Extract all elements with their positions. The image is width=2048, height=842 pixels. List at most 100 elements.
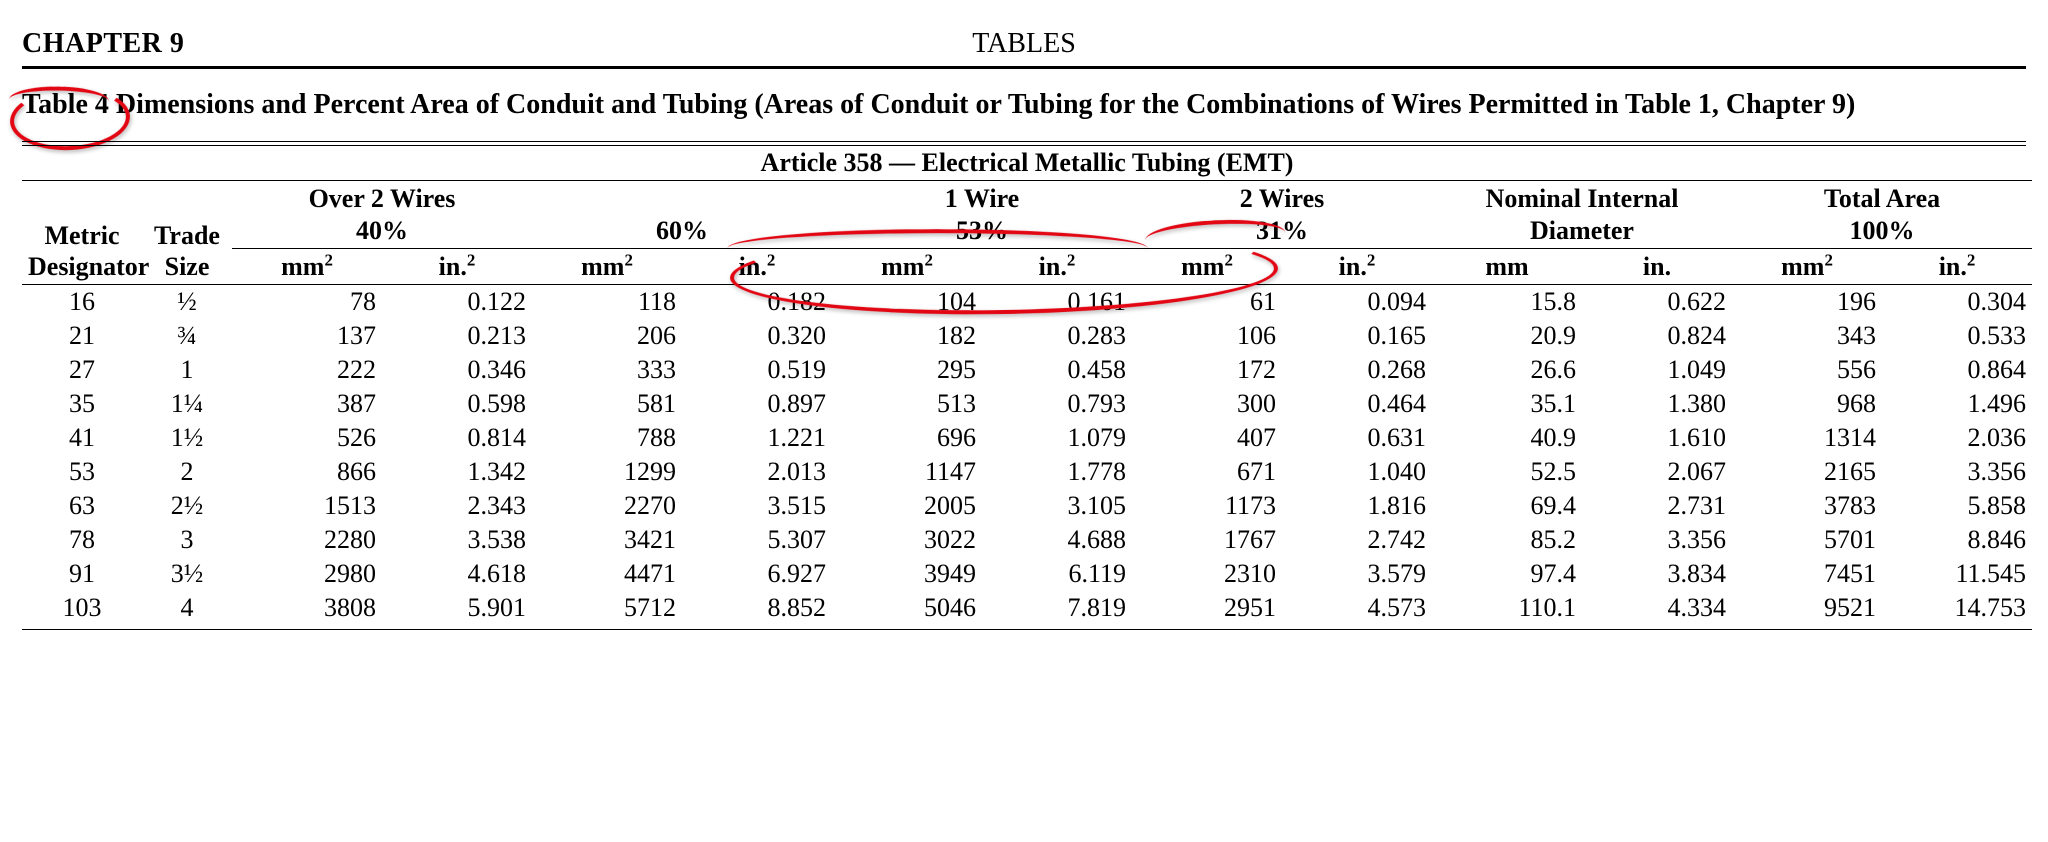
- cell-value: 2.343: [382, 489, 532, 523]
- cell-value: 3.538: [382, 523, 532, 557]
- cell-value: 3.515: [682, 489, 832, 523]
- cell-metric: 103: [22, 591, 142, 630]
- cell-value: 581: [532, 387, 682, 421]
- cell-value: 35.1: [1432, 387, 1582, 421]
- cell-value: 0.814: [382, 421, 532, 455]
- cell-trade: 1¼: [142, 387, 232, 421]
- cell-value: 15.8: [1432, 285, 1582, 320]
- cell-trade: 2½: [142, 489, 232, 523]
- cell-value: 968: [1732, 387, 1882, 421]
- cell-value: 0.864: [1882, 353, 2032, 387]
- cell-value: 137: [232, 319, 382, 353]
- cell-value: 5701: [1732, 523, 1882, 557]
- cell-value: 0.182: [682, 285, 832, 320]
- cell-value: 2.742: [1282, 523, 1432, 557]
- page: CHAPTER 9 TABLES Table 4 Dimensions and …: [0, 0, 2048, 654]
- col-group-3-t1: 2 Wires: [1240, 184, 1325, 213]
- unit-5-in: in.2: [1882, 248, 2032, 285]
- cell-value: 3.834: [1582, 557, 1732, 591]
- col-group-2-t1: 1 Wire: [945, 184, 1019, 213]
- cell-value: 3808: [232, 591, 382, 630]
- cell-value: 0.213: [382, 319, 532, 353]
- cell-value: 3.105: [982, 489, 1132, 523]
- cell-value: 1.380: [1582, 387, 1732, 421]
- col-metric-header: Metric Designator: [22, 181, 142, 285]
- table-body: 16½780.1221180.1821040.161610.09415.80.6…: [22, 285, 2032, 630]
- cell-trade: 1: [142, 353, 232, 387]
- cell-value: 0.464: [1282, 387, 1432, 421]
- cell-value: 5.858: [1882, 489, 2032, 523]
- cell-value: 2270: [532, 489, 682, 523]
- cell-value: 222: [232, 353, 382, 387]
- cell-value: 671: [1132, 455, 1282, 489]
- cell-value: 513: [832, 387, 982, 421]
- cell-value: 0.165: [1282, 319, 1432, 353]
- cell-value: 1.049: [1582, 353, 1732, 387]
- cell-trade: 3: [142, 523, 232, 557]
- col-group-2: 1 Wire 53%: [832, 181, 1132, 248]
- cell-value: 4.618: [382, 557, 532, 591]
- cell-metric: 53: [22, 455, 142, 489]
- table-row: 411½5260.8147881.2216961.0794070.63140.9…: [22, 421, 2032, 455]
- table-row: 913½29804.61844716.92739496.11923103.579…: [22, 557, 2032, 591]
- cell-metric: 78: [22, 523, 142, 557]
- cell-value: 11.545: [1882, 557, 2032, 591]
- col-trade-header: Trade Size: [142, 181, 232, 285]
- cell-value: 2980: [232, 557, 382, 591]
- col-group-1: 60%: [532, 181, 832, 248]
- unit-2-in: in.2: [982, 248, 1132, 285]
- cell-trade: ½: [142, 285, 232, 320]
- cell-value: 1299: [532, 455, 682, 489]
- cell-value: 5046: [832, 591, 982, 630]
- cell-value: 3.356: [1882, 455, 2032, 489]
- cell-value: 3421: [532, 523, 682, 557]
- cell-value: 3783: [1732, 489, 1882, 523]
- col-group-5-t1: Total Area: [1824, 184, 1940, 213]
- col-metric-line1: Metric: [44, 221, 119, 250]
- cell-value: 5.307: [682, 523, 832, 557]
- cell-value: 0.346: [382, 353, 532, 387]
- unit-3-mm: mm2: [1132, 248, 1282, 285]
- unit-0-mm: mm2: [232, 248, 382, 285]
- cell-value: 0.283: [982, 319, 1132, 353]
- cell-value: 1314: [1732, 421, 1882, 455]
- cell-value: 0.793: [982, 387, 1132, 421]
- col-group-5-t2: 100%: [1850, 216, 1915, 245]
- cell-value: 85.2: [1432, 523, 1582, 557]
- cell-value: 0.268: [1282, 353, 1432, 387]
- cell-value: 3.579: [1282, 557, 1432, 591]
- table-row: 78322803.53834215.30730224.68817672.7428…: [22, 523, 2032, 557]
- cell-value: 8.846: [1882, 523, 2032, 557]
- cell-value: 295: [832, 353, 982, 387]
- col-group-4: Nominal Internal Diameter: [1432, 181, 1732, 248]
- cell-value: 78: [232, 285, 382, 320]
- cell-value: 69.4: [1432, 489, 1582, 523]
- cell-metric: 27: [22, 353, 142, 387]
- cell-value: 14.753: [1882, 591, 2032, 630]
- cell-trade: 1½: [142, 421, 232, 455]
- tables-label: TABLES: [972, 28, 1076, 60]
- cell-value: 1767: [1132, 523, 1282, 557]
- cell-value: 106: [1132, 319, 1282, 353]
- cell-value: 333: [532, 353, 682, 387]
- cell-value: 196: [1732, 285, 1882, 320]
- table-row: 2712220.3463330.5192950.4581720.26826.61…: [22, 353, 2032, 387]
- cell-trade: ¾: [142, 319, 232, 353]
- unit-5-mm: mm2: [1732, 248, 1882, 285]
- cell-value: 0.533: [1882, 319, 2032, 353]
- cell-value: 2310: [1132, 557, 1282, 591]
- cell-value: 1.342: [382, 455, 532, 489]
- cell-value: 1.079: [982, 421, 1132, 455]
- cell-value: 1.221: [682, 421, 832, 455]
- unit-4-in: in.: [1582, 248, 1732, 285]
- cell-value: 40.9: [1432, 421, 1582, 455]
- caption-lead: Table 4: [22, 89, 109, 120]
- col-group-5: Total Area 100%: [1732, 181, 2032, 248]
- cell-value: 0.897: [682, 387, 832, 421]
- unit-1-in: in.2: [682, 248, 832, 285]
- col-group-1-t2: 60%: [656, 216, 708, 245]
- cell-value: 2005: [832, 489, 982, 523]
- cell-value: 6.927: [682, 557, 832, 591]
- cell-value: 4.573: [1282, 591, 1432, 630]
- cell-value: 172: [1132, 353, 1282, 387]
